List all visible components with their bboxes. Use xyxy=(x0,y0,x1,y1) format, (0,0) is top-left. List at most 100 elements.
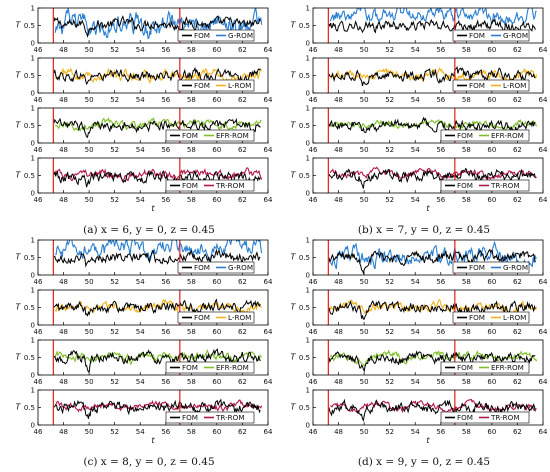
panel-a-l-rom-legend-fom-label: FOM xyxy=(194,81,210,90)
panel-b-efr-rom-legend-rom-label: EFR-ROM xyxy=(491,131,524,140)
panel-a-efr-rom-xtick-label: 54 xyxy=(136,146,145,154)
panel-c-tr-rom-xtick-label: 50 xyxy=(85,428,94,436)
panel-b-g-rom-ytick-label: 0 xyxy=(306,40,310,48)
panel-b-efr-rom-xtick-label: 48 xyxy=(334,146,343,154)
panel-b-l-rom-xtick-label: 52 xyxy=(385,96,394,104)
panel-a-tr-rom-ylabel: T xyxy=(16,171,22,180)
panel-a-efr-rom-xtick-label: 60 xyxy=(212,146,221,154)
panel-c-tr-rom-ylabel: T xyxy=(16,403,22,412)
panel-a-l-rom-subplot: 0 0.5 1 T 46 48 50 52 54 56 58 60 62 64 FOM L-ROM xyxy=(16,55,273,104)
panel-d-g-rom-xtick-label: 56 xyxy=(436,278,445,286)
panel-b-tr-rom-legend-fom-label: FOM xyxy=(457,181,473,190)
panel-b-tr-rom-xtick-label: 50 xyxy=(360,196,369,204)
panel-a-l-rom-ylabel: T xyxy=(16,71,22,80)
panel-a-tr-rom-xtick-label: 58 xyxy=(187,196,196,204)
panel-a-l-rom-xtick-label: 48 xyxy=(59,96,68,104)
panel-a-efr-rom-legend: FOM EFR-ROM xyxy=(165,129,255,142)
panel-c-efr-rom-xtick-label: 58 xyxy=(187,378,196,386)
panel-b-tr-rom-ytick-label: 1 xyxy=(306,155,310,163)
panel-b-tr-rom-ylabel: T xyxy=(291,171,297,180)
panel-c-l-rom-rom-line xyxy=(54,298,262,314)
panel-c-l-rom-legend-rom-label: L-ROM xyxy=(228,313,251,322)
panel-a-efr-rom-ytick-label: 0.5 xyxy=(24,122,35,130)
panel-c-tr-rom-legend-fom-label: FOM xyxy=(182,413,198,422)
panel-b-l-rom-xtick-label: 64 xyxy=(539,96,548,104)
panel-d-xlabel: t xyxy=(426,436,430,445)
panel-c-efr-rom-xtick-label: 62 xyxy=(238,378,247,386)
panel-a-tr-rom-xtick-label: 62 xyxy=(238,196,247,204)
panel-c-l-rom-subplot: 0 0.5 1 T 46 48 50 52 54 56 58 60 62 64 FOM L-ROM xyxy=(16,287,273,336)
panel-a-g-rom-xtick-label: 46 xyxy=(34,46,43,54)
panel-c-l-rom-legend: FOM L-ROM xyxy=(177,311,255,324)
panel-a-g-rom-xtick-label: 50 xyxy=(85,46,94,54)
panel-a-efr-rom-xtick-label: 48 xyxy=(59,146,68,154)
panel-a-g-rom-xtick-label: 58 xyxy=(187,46,196,54)
panel-b-tr-rom-xtick-label: 46 xyxy=(309,196,318,204)
panel-a-caption: (a) x = 6, y = 0, z = 0.45 xyxy=(83,224,215,236)
panel-d-efr-rom-ylabel: T xyxy=(291,353,297,362)
panel-d-l-rom-legend-fom-label: FOM xyxy=(469,313,485,322)
panel-d-efr-rom-xtick-label: 60 xyxy=(487,378,496,386)
panel-c-efr-rom-rom-line xyxy=(54,349,262,366)
panel-d-l-rom-ytick-label: 1 xyxy=(306,287,310,295)
panel-c-g-rom-xtick-label: 56 xyxy=(161,278,170,286)
panel-c-l-rom-ytick-label: 1 xyxy=(31,287,35,295)
panel-c-efr-rom-ytick-label: 1 xyxy=(31,337,35,345)
panel-a-tr-rom-legend-rom-label: TR-ROM xyxy=(215,181,245,190)
panel-d-tr-rom-xtick-label: 62 xyxy=(513,428,522,436)
panel-a-efr-rom-subplot: 0 0.5 1 T 46 48 50 52 54 56 58 60 62 64 FOM EFR-ROM xyxy=(16,105,273,154)
panel-a-tr-rom-xtick-label: 52 xyxy=(110,196,119,204)
panel-c-g-rom-legend-fom-label: FOM xyxy=(194,263,210,272)
panel-c-efr-rom-ytick-label: 0 xyxy=(31,372,35,380)
panel-b-efr-rom-fom-line xyxy=(328,116,536,134)
panel-a-l-rom-xtick-label: 56 xyxy=(161,96,170,104)
panel-c-l-rom-xtick-label: 62 xyxy=(238,328,247,336)
panel-a-efr-rom-ylabel: T xyxy=(16,121,22,130)
panel-d-efr-rom-ytick-label: 0.5 xyxy=(299,354,310,362)
panel-a-g-rom-ytick-label: 0.5 xyxy=(24,22,35,30)
panel-d-caption: (d) x = 9, y = 0, z = 0.45 xyxy=(358,456,490,468)
panel-c-g-rom-xtick-label: 50 xyxy=(85,278,94,286)
panel-b-g-rom-fom-line xyxy=(328,17,536,34)
panel-b-l-rom-fom-line xyxy=(328,65,536,87)
panel-d-g-rom-xtick-label: 46 xyxy=(309,278,318,286)
panel-c-tr-rom-legend: FOM TR-ROM xyxy=(165,411,255,424)
panel-b-l-rom-xtick-label: 46 xyxy=(309,96,318,104)
panel-b-l-rom-xtick-label: 62 xyxy=(513,96,522,104)
panel-b-caption: (b) x = 7, y = 0, z = 0.45 xyxy=(358,224,490,236)
panel-c-l-rom-xtick-label: 50 xyxy=(85,328,94,336)
panel-d-g-rom-xtick-label: 60 xyxy=(487,278,496,286)
panel-c-efr-rom-ylabel: T xyxy=(16,353,22,362)
panel-c-tr-rom-ytick-label: 0.5 xyxy=(24,404,35,412)
panel-d-tr-rom-xtick-label: 46 xyxy=(309,428,318,436)
panel-d-tr-rom-fom-line xyxy=(328,398,536,422)
panel-c-tr-rom-xtick-label: 60 xyxy=(212,428,221,436)
panel-a-efr-rom-xtick-label: 64 xyxy=(264,146,273,154)
panel-b-efr-rom-ytick-label: 1 xyxy=(306,105,310,113)
panel-b-l-rom-ytick-label: 0 xyxy=(306,90,310,98)
panel-b-tr-rom-ytick-label: 0 xyxy=(306,190,310,198)
panel-a-g-rom-subplot: 0 0.5 1 T 46 48 50 52 54 56 58 60 62 64 FOM G-ROM xyxy=(16,5,273,54)
panel-a-tr-rom-xtick-label: 56 xyxy=(161,196,170,204)
panel-d-l-rom-xtick-label: 56 xyxy=(436,328,445,336)
panel-a-efr-rom-rom-line xyxy=(54,116,262,132)
panel-d-l-rom-fom-line xyxy=(328,300,536,320)
panel-a-tr-rom-legend-fom-label: FOM xyxy=(182,181,198,190)
panel-a-l-rom-fom-line xyxy=(53,66,261,86)
panel-d-efr-rom-xtick-label: 62 xyxy=(513,378,522,386)
panel-c-xlabel: t xyxy=(151,436,155,445)
panel-d-efr-rom-xtick-label: 52 xyxy=(385,378,394,386)
panel-d-tr-rom-ylabel: T xyxy=(291,403,297,412)
panel-a-tr-rom-xtick-label: 50 xyxy=(85,196,94,204)
panel-d-tr-rom-legend-fom-label: FOM xyxy=(457,413,473,422)
panel-a-tr-rom-ytick-label: 0.5 xyxy=(24,172,35,180)
panel-d-efr-rom-xtick-label: 56 xyxy=(436,378,445,386)
panel-b-g-rom-legend: FOM G-ROM xyxy=(452,29,530,42)
panel-d-efr-rom-ytick-label: 0 xyxy=(306,372,310,380)
panel-a-l-rom-ytick-label: 0.5 xyxy=(24,72,35,80)
panel-b-l-rom-xtick-label: 48 xyxy=(334,96,343,104)
panel-a-efr-rom-fom-line xyxy=(53,117,261,139)
panel-b-l-rom-legend: FOM L-ROM xyxy=(452,79,530,92)
panel-a-efr-rom-xtick-label: 46 xyxy=(34,146,43,154)
panel-d-efr-rom-ytick-label: 1 xyxy=(306,337,310,345)
